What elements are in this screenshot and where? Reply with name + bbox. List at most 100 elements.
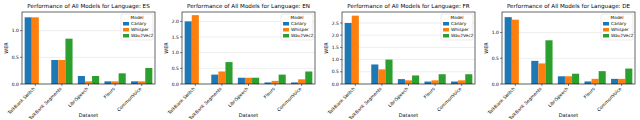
x-tick bbox=[248, 84, 249, 86]
bar bbox=[238, 78, 245, 84]
bar bbox=[345, 23, 352, 84]
y-tick-label: 0.0 bbox=[492, 82, 499, 87]
bar bbox=[465, 74, 472, 84]
legend-label: Whisper bbox=[611, 27, 629, 32]
bar bbox=[192, 15, 199, 84]
legend-swatch bbox=[603, 22, 609, 26]
legend: ModelCanaryWhisperWav2Vec2 bbox=[441, 14, 473, 40]
bar bbox=[245, 78, 252, 84]
legend-swatch bbox=[283, 28, 289, 32]
grid-line bbox=[342, 47, 475, 48]
bar bbox=[218, 71, 225, 84]
legend-swatch bbox=[443, 28, 449, 32]
x-tick bbox=[275, 84, 276, 86]
legend-label: Whisper bbox=[451, 27, 469, 32]
x-axis-label: Dataset bbox=[239, 112, 259, 118]
bar bbox=[565, 76, 572, 84]
bar bbox=[512, 20, 519, 84]
panel: 0.00.51.0TalkBank SwitchTalkBank Segment… bbox=[3, 3, 155, 120]
legend-label: Wav2Vec2 bbox=[131, 33, 153, 38]
bar bbox=[505, 17, 512, 84]
legend-label: Whisper bbox=[291, 27, 309, 32]
legend-label: Whisper bbox=[131, 27, 149, 32]
y-tick-label: 0.5 bbox=[12, 55, 19, 60]
bar bbox=[25, 17, 32, 84]
legend-label: Wav2Vec2 bbox=[611, 33, 633, 38]
bar bbox=[298, 79, 305, 84]
x-tick-label: TalkBank Switch bbox=[486, 86, 516, 116]
y-axis-label: WER bbox=[163, 42, 169, 54]
grid-line bbox=[182, 52, 315, 53]
x-tick bbox=[301, 84, 302, 86]
legend-swatch bbox=[443, 22, 449, 26]
bars bbox=[505, 17, 633, 84]
bar bbox=[65, 39, 72, 84]
legend-box bbox=[441, 14, 473, 40]
plot-frame bbox=[502, 12, 635, 84]
y-tick-label: 1.5 bbox=[332, 45, 339, 50]
bar bbox=[305, 71, 312, 84]
legend: ModelCanaryWhisperWav2Vec2 bbox=[281, 14, 313, 40]
y-axis-label: WER bbox=[3, 42, 9, 54]
bar bbox=[112, 81, 119, 84]
bar bbox=[432, 80, 439, 84]
bar bbox=[85, 81, 92, 84]
bar bbox=[451, 82, 458, 84]
legend-title: Model bbox=[131, 15, 144, 20]
legend-label: Wav2Vec2 bbox=[451, 33, 473, 38]
x-tick bbox=[195, 84, 196, 86]
title: Performance of All Models for Language: … bbox=[187, 3, 310, 10]
legend-label: Canary bbox=[291, 21, 307, 26]
bar bbox=[538, 63, 545, 84]
x-tick bbox=[515, 84, 516, 86]
x-tick bbox=[461, 84, 462, 86]
x-tick-label: Fleurs bbox=[103, 86, 117, 100]
x-tick bbox=[141, 84, 142, 86]
panel: 0.00.51.01.52.02.5TalkBank SwitchTalkBan… bbox=[323, 3, 475, 120]
legend-title: Model bbox=[291, 15, 304, 20]
bar bbox=[279, 75, 286, 84]
bar bbox=[599, 71, 606, 84]
legend-swatch bbox=[283, 22, 289, 26]
x-tick-label: CommonVoice bbox=[596, 86, 622, 112]
y-tick-label: 2.5 bbox=[332, 21, 339, 26]
panel: 0.0 0.5 1.0 TalkBank SwitchTalkBank Segment… bbox=[483, 3, 635, 120]
x-tick-label: Fleurs bbox=[263, 86, 277, 100]
y-tick-label: 0.0 bbox=[172, 82, 179, 87]
bars bbox=[345, 16, 473, 84]
bar bbox=[78, 76, 85, 84]
grid-line bbox=[342, 71, 475, 72]
bar bbox=[211, 75, 218, 84]
y-tick-label: 0.5 bbox=[332, 69, 339, 74]
x-tick bbox=[221, 84, 222, 86]
bar bbox=[119, 73, 126, 84]
x-tick bbox=[115, 84, 116, 86]
legend-swatch bbox=[443, 34, 449, 38]
bar bbox=[572, 74, 579, 84]
grid-line bbox=[182, 68, 315, 69]
y-tick-label: 0.5 bbox=[492, 56, 499, 61]
y-tick-label: 1.0 bbox=[492, 30, 499, 35]
y-tick-label: 1.0 bbox=[172, 50, 179, 55]
legend-box bbox=[281, 14, 313, 40]
bar bbox=[92, 76, 99, 84]
x-tick bbox=[61, 84, 62, 86]
x-tick-label: CommonVoice bbox=[116, 86, 142, 112]
bar bbox=[272, 81, 279, 84]
bars bbox=[185, 15, 313, 84]
bar bbox=[592, 79, 599, 84]
y-axis-label: WER bbox=[483, 42, 489, 54]
bar bbox=[458, 80, 465, 84]
y-axis-label: WER bbox=[323, 42, 329, 54]
y-tick-label: 0.5 bbox=[172, 66, 179, 71]
legend-title: Model bbox=[451, 15, 464, 20]
x-tick-label: LibriSpeech bbox=[227, 86, 249, 108]
x-tick-label: TalkBank Segments bbox=[27, 86, 63, 120]
x-tick-label: TalkBank Segments bbox=[507, 86, 543, 120]
legend-swatch bbox=[123, 34, 129, 38]
bars bbox=[25, 17, 153, 84]
title: Performance of All Models for Language: … bbox=[27, 3, 150, 10]
legend-label: Canary bbox=[131, 21, 147, 26]
bar bbox=[371, 64, 378, 84]
grid-line bbox=[502, 58, 635, 59]
